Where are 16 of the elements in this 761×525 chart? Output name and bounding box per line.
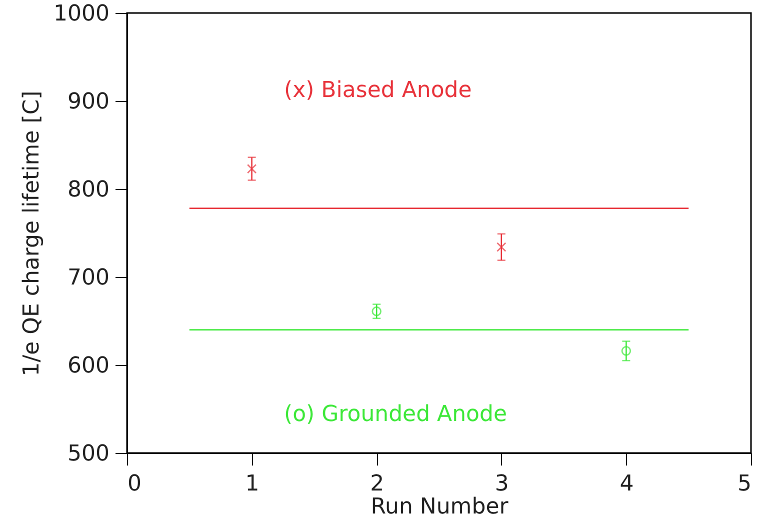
x-axis-title: Run Number bbox=[370, 494, 510, 520]
y-axis-title: 1/e QE charge lifetime [C] bbox=[20, 90, 45, 376]
x-tick-label: 2 bbox=[370, 472, 384, 496]
text: (o) Grounded Anode bbox=[284, 402, 507, 427]
y-tick-label: 1000 bbox=[54, 2, 110, 26]
text: (x) Biased Anode bbox=[284, 78, 472, 103]
y-tick-label: 800 bbox=[68, 178, 110, 202]
x-tick-label: 1 bbox=[245, 472, 260, 496]
x-tick-label: 0 bbox=[128, 472, 142, 496]
x-tick-label: 4 bbox=[620, 472, 634, 496]
y-tick-label: 700 bbox=[68, 266, 110, 290]
y-tick-label: 600 bbox=[68, 354, 110, 378]
y-tick-label: 500 bbox=[68, 442, 110, 466]
x-tick-label: 5 bbox=[738, 472, 752, 496]
x-tick-label: 3 bbox=[494, 472, 509, 496]
y-tick-label: 900 bbox=[68, 90, 110, 114]
